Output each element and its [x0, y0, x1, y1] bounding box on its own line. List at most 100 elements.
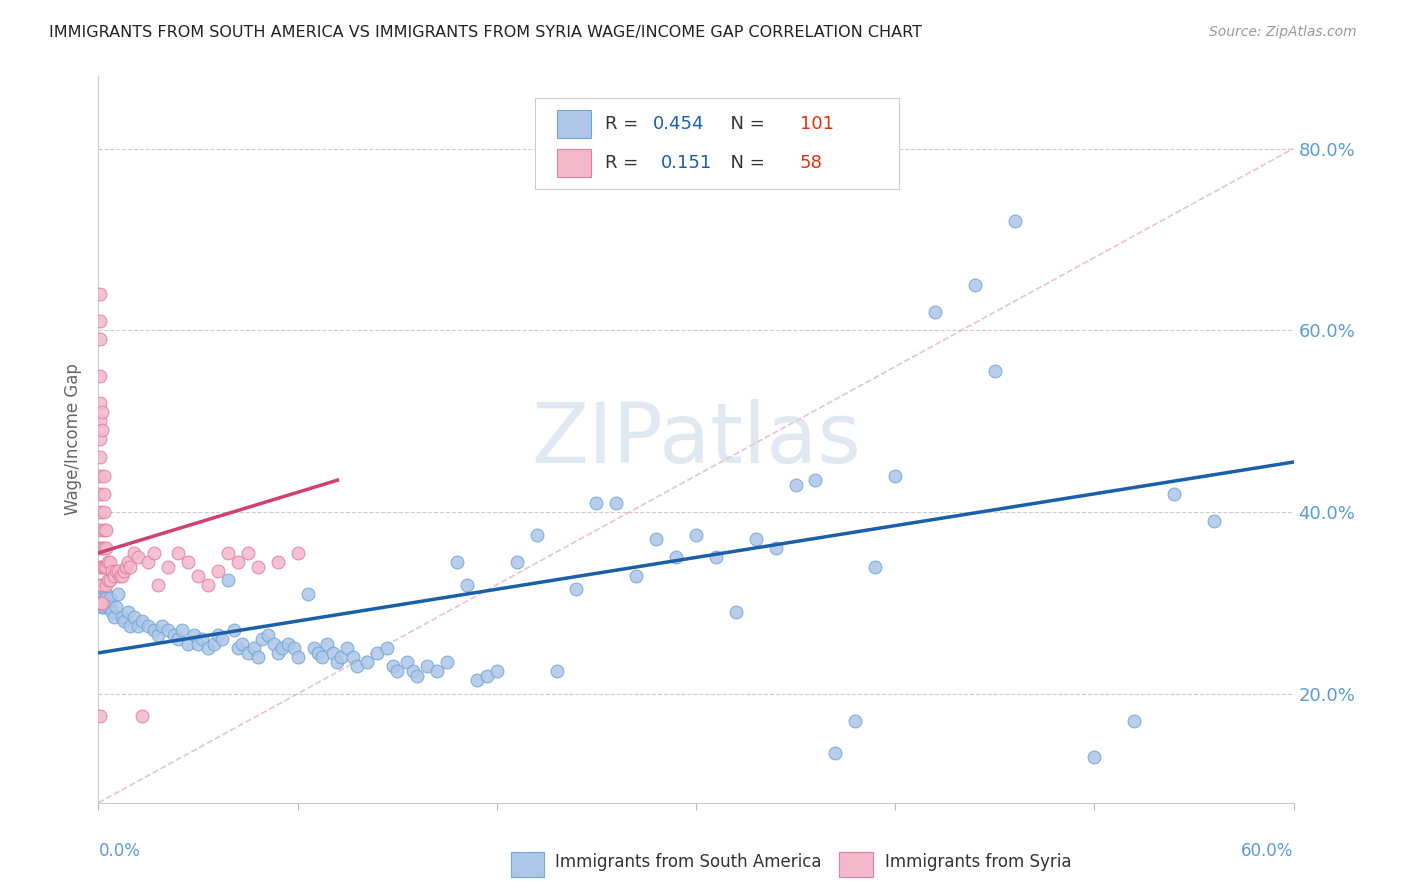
Point [96, 523, 118, 537]
Point [277, 637, 299, 651]
Text: Immigrants from South America: Immigrants from South America [555, 854, 821, 871]
Point [187, 568, 209, 582]
Point [148, 578, 170, 592]
Point [111, 609, 134, 624]
Text: 60.0%: 60.0% [1241, 842, 1294, 860]
Point [824, 746, 846, 760]
Point [704, 550, 727, 565]
Point [1163, 487, 1185, 501]
Point [89, 468, 111, 483]
Point [243, 641, 266, 656]
Point [924, 305, 946, 319]
Point [93, 487, 115, 501]
Point [89, 559, 111, 574]
Point [143, 546, 166, 560]
Point [287, 546, 309, 560]
Point [236, 546, 259, 560]
Point [263, 637, 285, 651]
FancyBboxPatch shape [557, 149, 591, 177]
Point [865, 559, 887, 574]
Point [565, 582, 588, 597]
Point [89, 596, 111, 610]
Point [330, 650, 353, 665]
Point [183, 628, 205, 642]
Point [105, 564, 128, 578]
Point [98, 555, 122, 569]
Point [406, 668, 429, 682]
Text: N =: N = [718, 115, 770, 133]
Point [765, 541, 787, 556]
Point [217, 573, 239, 587]
Point [785, 477, 807, 491]
Point [356, 655, 378, 669]
Point [97, 600, 120, 615]
Point [207, 628, 229, 642]
Text: ZIPatlas: ZIPatlas [531, 399, 860, 480]
Point [336, 641, 359, 656]
Point [127, 550, 149, 565]
Point [287, 650, 309, 665]
Point [96, 578, 118, 592]
Point [112, 564, 135, 578]
Point [177, 637, 200, 651]
Point [115, 559, 138, 574]
Point [93, 505, 115, 519]
Point [250, 632, 273, 647]
Point [89, 582, 111, 597]
Point [163, 628, 186, 642]
Point [1202, 514, 1225, 528]
Point [91, 423, 114, 437]
Point [302, 641, 325, 656]
Point [93, 559, 115, 574]
Point [366, 646, 388, 660]
Point [526, 527, 548, 541]
Point [103, 568, 125, 582]
Point [117, 555, 139, 569]
Text: R =: R = [605, 154, 650, 172]
Point [465, 673, 488, 687]
Point [143, 623, 166, 637]
Point [665, 550, 688, 565]
Point [124, 609, 146, 624]
Point [112, 614, 135, 628]
Point [804, 473, 827, 487]
Point [93, 523, 115, 537]
Point [506, 555, 529, 569]
Point [93, 541, 115, 556]
Point [110, 568, 132, 582]
Point [136, 555, 159, 569]
Point [91, 600, 114, 615]
Point [148, 628, 170, 642]
Point [89, 287, 111, 301]
Point [475, 668, 498, 682]
Point [256, 628, 278, 642]
Point [93, 468, 115, 483]
Text: 0.0%: 0.0% [98, 842, 141, 860]
Point [745, 533, 768, 547]
Point [127, 618, 149, 632]
Point [93, 596, 115, 610]
Point [436, 655, 458, 669]
Point [342, 650, 364, 665]
Point [222, 623, 245, 637]
Point [197, 578, 219, 592]
Point [98, 573, 122, 587]
Text: 0.454: 0.454 [652, 115, 704, 133]
Point [346, 659, 368, 673]
Point [231, 637, 253, 651]
Point [605, 496, 627, 510]
FancyBboxPatch shape [534, 97, 900, 188]
Point [645, 533, 668, 547]
Point [91, 541, 114, 556]
Point [97, 596, 120, 610]
Point [89, 332, 111, 346]
Point [91, 596, 114, 610]
Point [167, 632, 190, 647]
Y-axis label: Wage/Income Gap: Wage/Income Gap [65, 363, 83, 516]
Point [89, 578, 111, 592]
Point [246, 650, 269, 665]
Point [157, 623, 180, 637]
Point [167, 546, 190, 560]
Point [131, 614, 153, 628]
Point [91, 578, 114, 592]
